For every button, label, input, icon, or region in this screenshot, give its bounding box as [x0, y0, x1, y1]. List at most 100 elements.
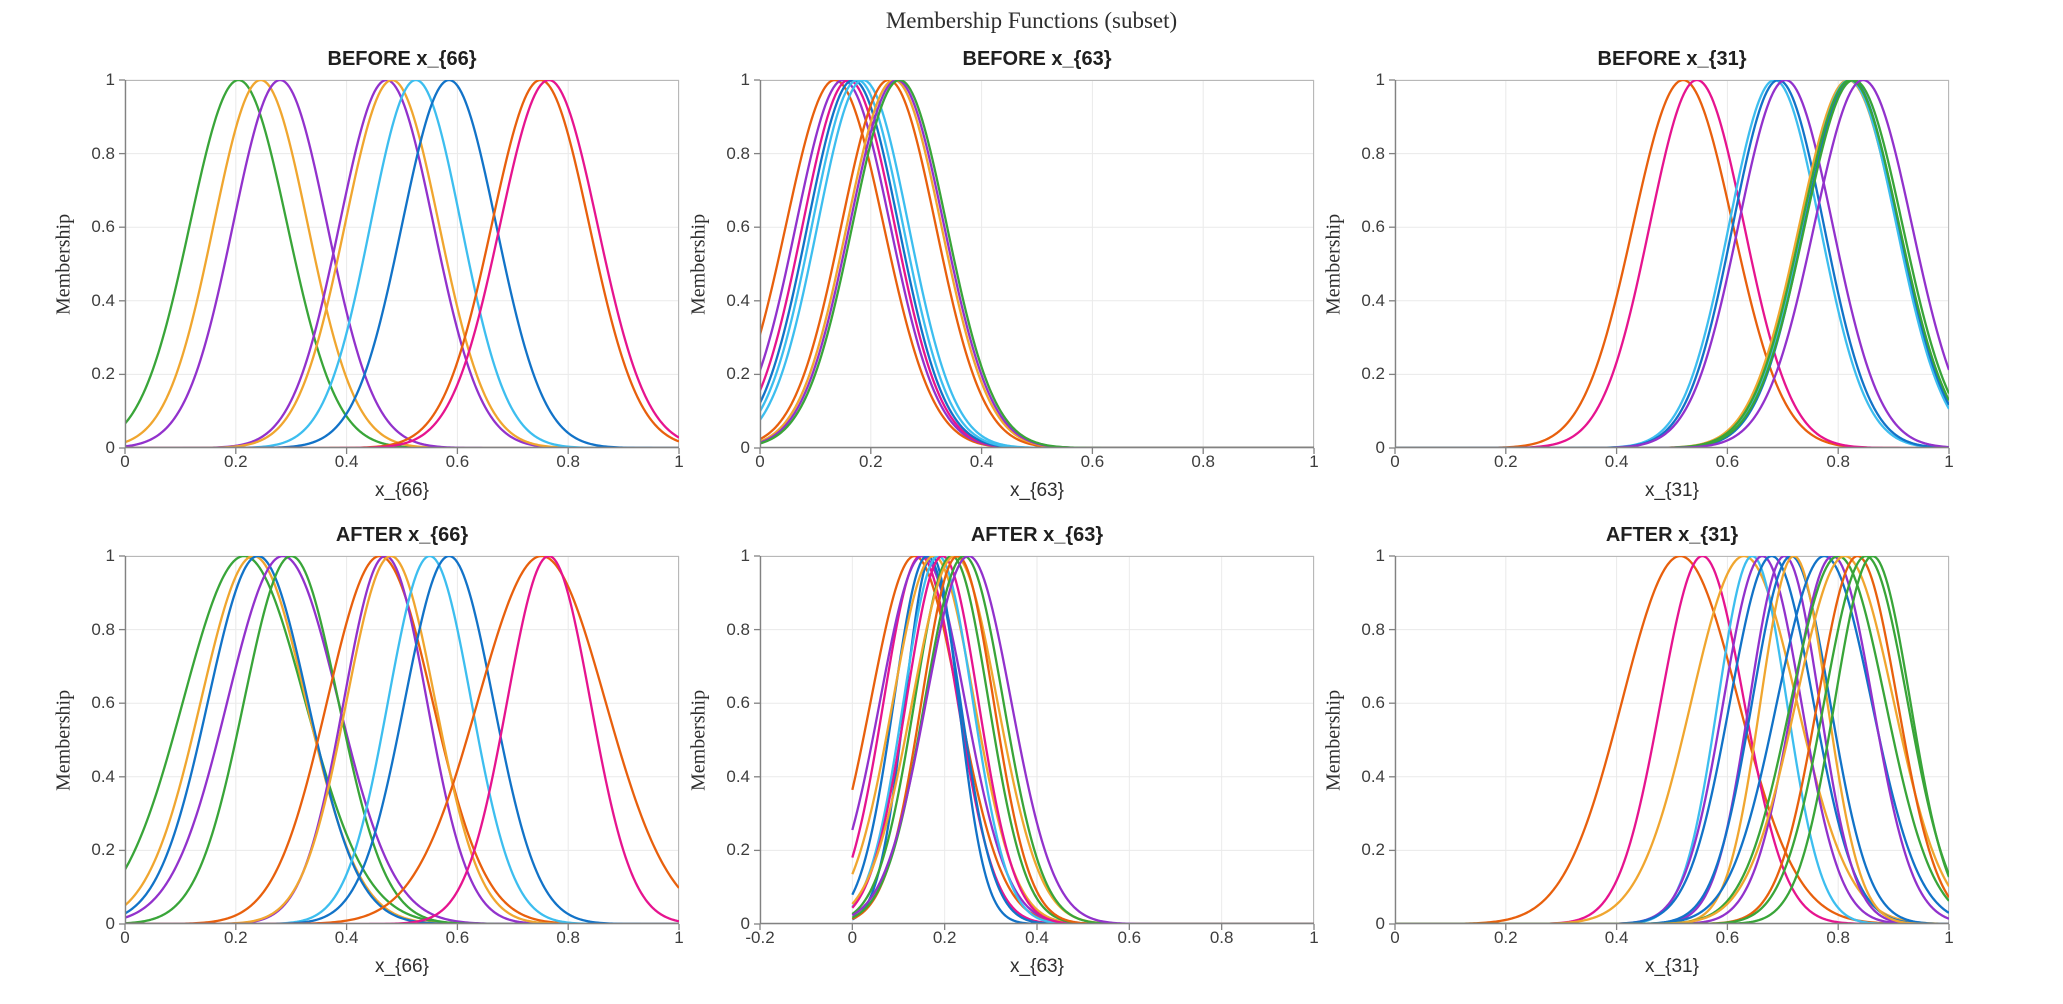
y-tick-label: 0 [1375, 914, 1385, 933]
x-axis-label: x_{31} [1645, 480, 1699, 501]
y-tick-label: 0.8 [91, 143, 115, 163]
x-axis-label: x_{66} [375, 956, 429, 977]
x-tick-label: 0.2 [1493, 452, 1518, 471]
x-tick-label: -0.2 [745, 928, 775, 947]
y-tick-label: 0.2 [1361, 364, 1385, 384]
subplot-title: AFTER x_{63} [970, 524, 1104, 546]
y-tick-label: 0.6 [91, 217, 115, 237]
x-axis-label: x_{66} [375, 480, 429, 501]
x-axis-ticks: 0 0.2 0.4 0.6 0.8 1 [755, 452, 1318, 474]
plot-area [119, 79, 680, 454]
x-tick-label: 0 [1390, 928, 1400, 947]
x-tick-label: 0 [1390, 452, 1400, 471]
x-axis-ticks: 0 0.2 0.4 0.6 0.8 1 [120, 452, 683, 474]
x-tick-label: 1 [1309, 452, 1319, 471]
y-tick-label: 1 [1375, 70, 1385, 89]
y-axis-ticks: 0 0.2 0.4 0.6 0.8 1 [63, 70, 115, 457]
x-tick-label: 0.4 [334, 928, 359, 947]
y-tick-label: 0 [1375, 438, 1385, 457]
y-tick-label: 0.8 [91, 619, 115, 639]
subplot-title: AFTER x_{66} [335, 524, 469, 546]
x-tick-label: 0.4 [1604, 928, 1629, 947]
x-tick-label: 1 [1944, 928, 1954, 947]
x-tick-label: 0 [120, 928, 130, 947]
x-tick-label: 0.8 [556, 452, 581, 471]
y-tick-label: 0.6 [1361, 217, 1385, 237]
x-axis-label: x_{31} [1645, 956, 1699, 977]
x-tick-label: 0.2 [932, 928, 957, 947]
x-tick-label: 0.2 [858, 452, 883, 471]
y-tick-label: 0.4 [1361, 290, 1385, 310]
subplot-title: BEFORE x_{66} [327, 48, 477, 70]
x-tick-label: 0.6 [1080, 452, 1105, 471]
x-tick-label: 0.6 [445, 452, 470, 471]
subplot-before-x66: BEFORE x_{66} Membership 0 0.2 0.4 0.6 0.8 1 … [53, 48, 693, 528]
x-tick-label: 0 [847, 928, 858, 947]
x-axis-label: x_{63} [1010, 480, 1064, 501]
y-tick-label: 0.4 [726, 766, 750, 786]
subplot-after-x31: AFTER x_{31} Membership 0 0.2 0.4 0.6 0.8 1 0… [1323, 524, 1963, 1004]
x-tick-label: 0.8 [1826, 928, 1851, 947]
y-tick-label: 0.6 [726, 693, 750, 713]
x-axis-label: x_{63} [1010, 956, 1064, 977]
y-tick-label: 0.8 [726, 143, 750, 163]
subplot-before-x63: BEFORE x_{63} Membership 0 0.2 0.4 0.6 0.8 1 … [688, 48, 1328, 528]
y-tick-label: 0 [105, 914, 115, 933]
y-tick-label: 0.2 [726, 840, 750, 860]
x-axis-ticks: -0.2 0 0.2 0.4 0.6 0.8 1 [745, 928, 1318, 950]
x-tick-label: 0.4 [334, 452, 359, 471]
y-tick-label: 0.4 [91, 766, 115, 786]
subplot-before-x31: BEFORE x_{31} Membership 0 0.2 0.4 0.6 0.8 1 … [1323, 48, 1963, 528]
x-tick-label: 0.2 [223, 452, 248, 471]
x-tick-label: 0.4 [1025, 928, 1049, 947]
y-tick-label: 0.6 [91, 693, 115, 713]
y-axis-ticks: 0 0.2 0.4 0.6 0.8 1 [698, 70, 750, 457]
x-tick-label: 0.8 [1209, 928, 1234, 947]
y-axis-ticks: 0 0.2 0.4 0.6 0.8 1 [1333, 70, 1385, 457]
subplot-title: BEFORE x_{63} [962, 48, 1112, 70]
x-tick-label: 0.6 [445, 928, 470, 947]
y-tick-label: 1 [740, 546, 750, 565]
plot-area [119, 555, 680, 930]
x-axis-ticks: 0 0.2 0.4 0.6 0.8 1 [1390, 928, 1953, 950]
figure-title: Membership Functions (subset) [885, 8, 1178, 33]
y-axis-ticks: 0 0.2 0.4 0.6 0.8 1 [63, 546, 115, 933]
x-tick-label: 0.2 [223, 928, 248, 947]
x-tick-label: 0.6 [1715, 928, 1740, 947]
plot-area [754, 555, 1315, 930]
x-tick-label: 0 [755, 452, 765, 471]
x-tick-label: 1 [1309, 928, 1319, 947]
y-tick-label: 0 [105, 438, 115, 457]
y-axis-ticks: 0 0.2 0.4 0.6 0.8 1 [1333, 546, 1385, 933]
y-tick-label: 0 [740, 438, 750, 457]
subplot-title: BEFORE x_{31} [1597, 48, 1747, 70]
x-tick-label: 0.6 [1117, 928, 1142, 947]
y-tick-label: 1 [1375, 546, 1385, 565]
y-tick-label: 0.2 [1361, 840, 1385, 860]
x-axis-ticks: 0 0.2 0.4 0.6 0.8 1 [1390, 452, 1953, 474]
x-axis-ticks: 0 0.2 0.4 0.6 0.8 1 [120, 928, 683, 950]
y-tick-label: 1 [105, 546, 115, 565]
plot-area [1389, 555, 1950, 930]
x-tick-label: 0.2 [1493, 928, 1518, 947]
y-tick-label: 0.4 [726, 290, 750, 310]
x-tick-label: 0.8 [1826, 452, 1851, 471]
y-tick-label: 0.8 [726, 619, 750, 639]
y-tick-label: 0.2 [91, 364, 115, 384]
x-tick-label: 0.6 [1715, 452, 1740, 471]
y-axis-ticks: 0 0.2 0.4 0.6 0.8 1 [698, 546, 750, 933]
subplot-after-x66: AFTER x_{66} Membership 0 0.2 0.4 0.6 0.8 1 0… [53, 524, 693, 1004]
x-tick-label: 1 [674, 452, 684, 471]
y-tick-label: 0.2 [91, 840, 115, 860]
x-tick-label: 0.8 [556, 928, 581, 947]
plot-area [1389, 79, 1950, 454]
y-tick-label: 0.4 [91, 290, 115, 310]
y-tick-label: 0.6 [1361, 693, 1385, 713]
y-tick-label: 0.2 [726, 364, 750, 384]
y-tick-label: 0.4 [1361, 766, 1385, 786]
x-tick-label: 0.4 [1604, 452, 1629, 471]
subplot-title: AFTER x_{31} [1605, 524, 1739, 546]
y-tick-label: 1 [740, 70, 750, 89]
y-tick-label: 0.8 [1361, 619, 1385, 639]
